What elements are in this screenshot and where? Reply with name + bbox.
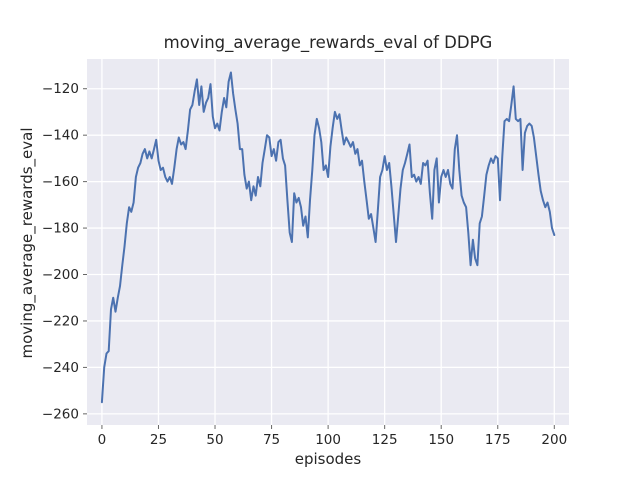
y-tick-label: −180 bbox=[42, 221, 79, 237]
x-tick-label: 25 bbox=[150, 432, 167, 448]
x-tick-label: 0 bbox=[98, 432, 107, 448]
x-tick-label: 125 bbox=[372, 432, 398, 448]
y-tick-label: −220 bbox=[42, 313, 79, 329]
y-axis-label: moving_average_rewards_eval bbox=[18, 127, 36, 359]
x-tick-label: 50 bbox=[206, 432, 223, 448]
x-tick-label: 200 bbox=[541, 432, 567, 448]
data-line bbox=[100, 71, 556, 404]
y-tick-label: −140 bbox=[42, 128, 79, 144]
x-tick-label: 75 bbox=[263, 432, 280, 448]
y-tick-label: −260 bbox=[42, 406, 79, 422]
x-tick-label: 100 bbox=[315, 432, 341, 448]
x-axis-label: episodes bbox=[294, 450, 362, 468]
y-tick-label: −160 bbox=[42, 174, 79, 190]
x-tick-label: 150 bbox=[428, 432, 454, 448]
y-tick-label: −200 bbox=[42, 267, 79, 283]
y-tick-label: −240 bbox=[42, 360, 79, 376]
y-tick-label: −120 bbox=[42, 81, 79, 97]
chart-title: moving_average_rewards_eval of DDPG bbox=[163, 33, 493, 52]
x-tick-label: 175 bbox=[485, 432, 511, 448]
